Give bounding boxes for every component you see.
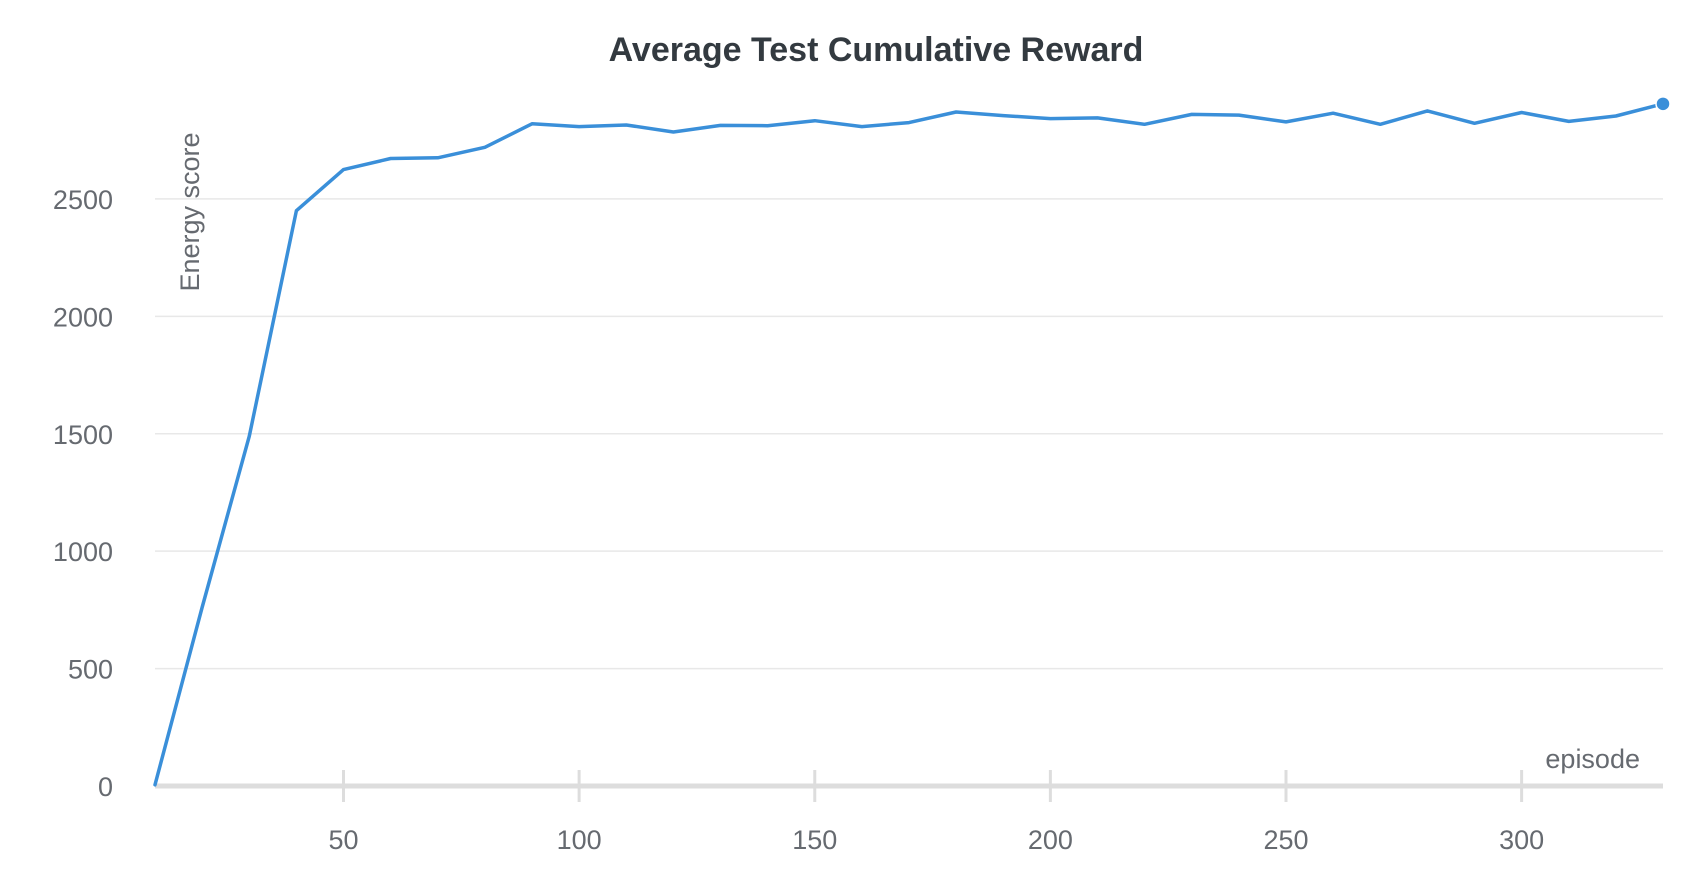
data-point[interactable] bbox=[1331, 111, 1336, 116]
data-point[interactable] bbox=[1472, 121, 1477, 126]
data-point[interactable] bbox=[718, 123, 723, 128]
data-point[interactable] bbox=[1048, 116, 1053, 121]
data-point[interactable] bbox=[341, 167, 346, 172]
data-point[interactable] bbox=[1095, 115, 1100, 120]
data-point[interactable] bbox=[765, 123, 770, 128]
data-point[interactable] bbox=[153, 782, 158, 787]
x-tick-label: 50 bbox=[328, 825, 358, 855]
y-axis-label: Energy score bbox=[175, 132, 205, 291]
grid-lines bbox=[155, 198, 1663, 670]
x-tick-label: 300 bbox=[1499, 825, 1544, 855]
data-point[interactable] bbox=[1613, 114, 1618, 119]
data-point[interactable] bbox=[388, 156, 393, 161]
last-data-point-marker[interactable] bbox=[1655, 96, 1671, 112]
data-point[interactable] bbox=[577, 124, 582, 129]
data-point[interactable] bbox=[671, 130, 676, 135]
x-tick-label: 200 bbox=[1028, 825, 1073, 855]
data-point[interactable] bbox=[294, 208, 299, 213]
chart-title: Average Test Cumulative Reward bbox=[609, 31, 1144, 69]
y-tick-label: 0 bbox=[98, 772, 113, 802]
x-tick-label: 100 bbox=[557, 825, 602, 855]
data-point[interactable] bbox=[1236, 113, 1241, 118]
x-tick-label: 250 bbox=[1263, 825, 1308, 855]
y-axis-tick-labels: 0 500 1000 1500 2000 2500 bbox=[53, 185, 113, 802]
y-tick-label: 2000 bbox=[53, 302, 113, 332]
data-point[interactable] bbox=[859, 124, 864, 129]
data-point[interactable] bbox=[907, 120, 912, 125]
data-point[interactable] bbox=[1142, 122, 1147, 127]
data-point[interactable] bbox=[954, 110, 959, 115]
data-point[interactable] bbox=[1284, 119, 1289, 124]
data-point[interactable] bbox=[1189, 112, 1194, 117]
data-point[interactable] bbox=[200, 605, 205, 610]
data-point[interactable] bbox=[1378, 122, 1383, 127]
data-point[interactable] bbox=[1001, 113, 1006, 118]
data-point[interactable] bbox=[1519, 110, 1524, 115]
x-tick-label: 150 bbox=[792, 825, 837, 855]
data-point[interactable] bbox=[435, 155, 440, 160]
data-point[interactable] bbox=[1566, 119, 1571, 124]
y-tick-label: 1500 bbox=[53, 420, 113, 450]
data-point[interactable] bbox=[247, 434, 252, 439]
y-tick-label: 1000 bbox=[53, 537, 113, 567]
x-axis bbox=[155, 770, 1663, 802]
series-group bbox=[153, 96, 1671, 787]
data-point[interactable] bbox=[812, 118, 817, 123]
y-tick-label: 2500 bbox=[53, 185, 113, 215]
data-point[interactable] bbox=[1425, 108, 1430, 113]
data-point[interactable] bbox=[530, 121, 535, 126]
x-axis-label: episode bbox=[1545, 744, 1640, 774]
x-axis-tick-labels: 50 100 150 200 250 300 bbox=[328, 825, 1544, 855]
y-tick-label: 500 bbox=[68, 655, 113, 685]
data-point[interactable] bbox=[624, 122, 629, 127]
series-line bbox=[153, 102, 1665, 787]
data-point[interactable] bbox=[482, 145, 487, 150]
